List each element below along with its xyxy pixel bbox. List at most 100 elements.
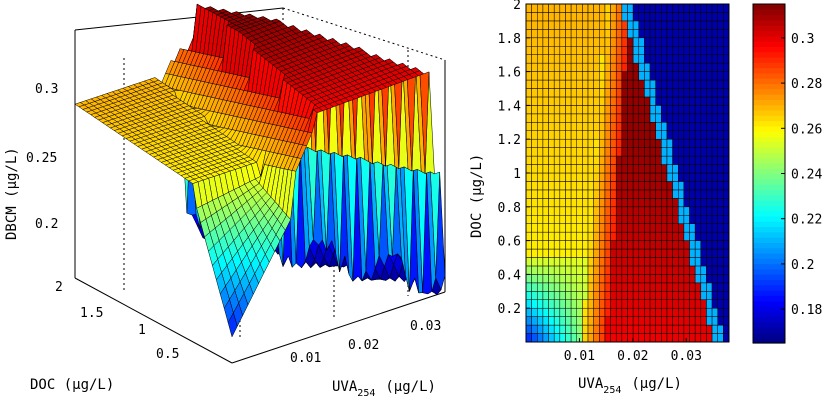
heatmap-cell (700, 96, 707, 106)
heatmap-cell (537, 122, 544, 132)
heatmap-cell (553, 54, 561, 64)
heatmap-cell (627, 324, 634, 334)
heatmap-cell (525, 206, 532, 216)
heatmap-cell (525, 96, 532, 106)
heatmap-cell (627, 231, 634, 241)
heatmap-cell (700, 231, 707, 241)
heatmap-cell (593, 248, 600, 258)
heatmap-cell (604, 231, 611, 241)
heatmap-cell (576, 29, 583, 39)
colorbar-segment (753, 268, 785, 275)
heatmap-cell (610, 172, 617, 182)
heatmap-cell (655, 215, 662, 224)
heatmap-cell (615, 54, 623, 64)
heatmap-cell (700, 265, 707, 275)
heatmap-cell (706, 282, 713, 292)
heatmap-cell (587, 248, 594, 258)
heatmap-cell (565, 282, 572, 292)
heatmap-cell (683, 206, 690, 216)
heatmap-cell (593, 12, 600, 22)
heatmap-cell (638, 198, 645, 208)
heatmap-cell (559, 62, 566, 72)
heatmap-cell (672, 138, 679, 148)
colorbar-segment (753, 104, 785, 111)
heatmap-cell (599, 240, 606, 250)
heatmap-cell (694, 12, 702, 22)
heatmap-cell (621, 198, 628, 208)
heatmap-cell (604, 248, 611, 258)
heatmap-cell (689, 215, 696, 224)
heatmap-cell (689, 62, 696, 72)
heatmap-cell (700, 307, 707, 317)
heatmap-cell (717, 71, 724, 81)
heatmap-cell (531, 274, 538, 284)
heatmap-cell (604, 257, 611, 267)
heatmap-cell (711, 54, 718, 64)
colorbar-tick-label: 0.18 (791, 303, 822, 318)
heatmap-cell (621, 215, 628, 224)
heatmap-cell (559, 240, 566, 250)
heatmap-cell (666, 122, 673, 132)
heatmap-cell (565, 223, 572, 233)
heatmap-cell (672, 113, 679, 123)
heatmap-cell (706, 130, 713, 140)
heatmap-cell (531, 122, 538, 132)
heatmap-cell (644, 164, 651, 174)
heatmap-cell (565, 240, 572, 250)
heatmap-cell (537, 37, 544, 47)
heatmap-cell (661, 164, 668, 174)
heatmap-cell (542, 113, 549, 123)
heatmap-cell (694, 79, 702, 89)
heatmap-cell (553, 46, 561, 55)
heatmap-cell (570, 248, 577, 258)
heatmap-cell (683, 282, 690, 292)
heatmap-cell (525, 291, 532, 300)
heatmap-cell (525, 223, 532, 233)
heatmap-cell (666, 240, 673, 250)
heatmap-cell (525, 130, 532, 140)
heatmap-cell (649, 71, 656, 81)
heatmap-cell (570, 147, 577, 157)
heatmap-cell (649, 79, 656, 89)
heatmap-cell (694, 155, 702, 165)
heatmap-cell (610, 316, 617, 326)
heatmap-cell (700, 248, 707, 258)
heatmap-cell (576, 240, 583, 250)
heatmap-cell (694, 248, 702, 258)
heatmap-cell (717, 189, 724, 199)
colorbar-tick-label: 0.24 (791, 168, 822, 183)
heatmap-cell (717, 88, 724, 98)
heatmap-cell (576, 130, 583, 140)
heatmap-cell (711, 181, 718, 191)
heatmap-cell (655, 54, 662, 64)
heatmap-cell (649, 257, 656, 267)
heatmap-cell (542, 265, 549, 275)
heatmap-cell (537, 223, 544, 233)
heatmap-cell (644, 3, 651, 13)
heatmap-cell (661, 274, 668, 284)
heatmap-cell (537, 324, 544, 334)
heatmap-cell (531, 96, 538, 106)
heatmap-cell (632, 164, 640, 174)
heatmap-cell (689, 79, 696, 89)
heatmap-cell (644, 215, 651, 224)
heatmap-cell (627, 138, 634, 148)
heatmap-cell (678, 257, 685, 267)
heatmap-cell (655, 172, 662, 182)
heatmap-cell (649, 274, 656, 284)
heatmap-y-axis-label: DOC (μg/L) (469, 154, 485, 238)
heatmap-cell (593, 96, 600, 106)
heatmap-cell (610, 122, 617, 132)
heatmap-cell (615, 307, 623, 317)
heatmap-cell (531, 164, 538, 174)
heatmap-cell (593, 215, 600, 224)
heatmap-cell (570, 333, 577, 343)
heatmap-cell (632, 12, 640, 22)
heatmap-cell (587, 20, 594, 30)
heatmap-cell (627, 147, 634, 157)
heatmap-cell (582, 164, 589, 174)
colorbar-segment (753, 215, 785, 222)
heatmap-cell (683, 113, 690, 123)
heatmap-cell (604, 155, 611, 165)
heatmap-cell (678, 299, 685, 309)
